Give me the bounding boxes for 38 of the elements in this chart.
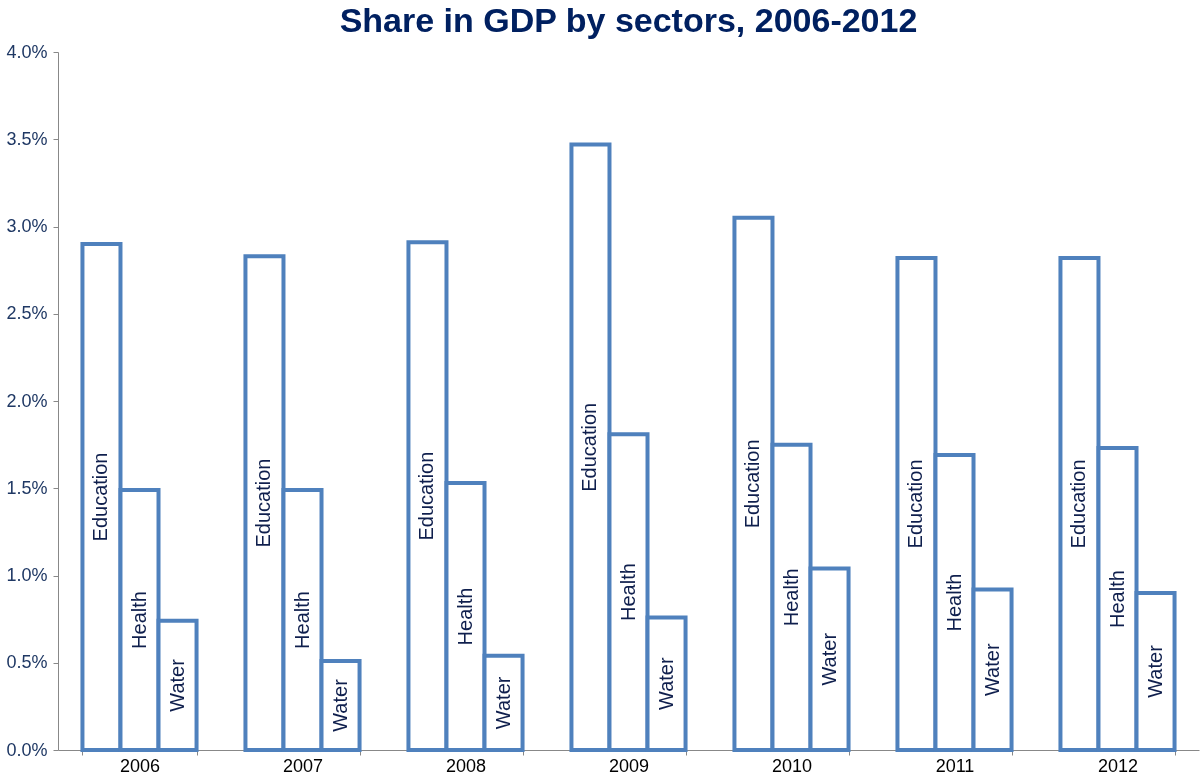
x-tick-label: 2010 [771,755,813,776]
y-tick-label: 2.5% [6,303,48,324]
text: Water [980,643,1003,697]
series-label: Water [165,658,188,712]
x-tick-label: 2008 [445,755,487,776]
text: Education [904,459,927,549]
text: Education [252,458,275,548]
x-tick-label: 2006 [119,755,161,776]
y-tick-label: 3.5% [6,128,48,149]
x-tick-label: 2012 [1097,755,1139,776]
series-label: Health [290,591,313,649]
y-tick-label: 0.0% [6,739,48,760]
text: Health [942,573,965,632]
x-tick-label: 2009 [608,755,650,776]
text: Education [415,451,438,541]
y-tick-label: 1.0% [6,565,48,585]
text: Health [127,591,150,649]
text: Water [328,679,351,732]
text: Health [616,563,639,621]
text: Education [1067,459,1090,549]
text: Education [741,439,764,529]
text: Water [491,676,514,730]
chart-title: Share in GDP by sectors, 2006-2012 [339,1,918,39]
y-tick-label: 2.0% [6,390,48,411]
x-tick-label: 2007 [282,755,324,776]
text: Health [779,568,802,627]
x-tick-label: 2011 [935,755,975,776]
text: Water [654,657,677,710]
y-tick-label: 0.5% [6,652,48,673]
text: Water [817,632,840,686]
text: Education [89,452,112,542]
y-tick-label: 3.0% [6,216,48,236]
text: Health [453,587,476,646]
text: Health [1105,570,1128,628]
text: Water [1143,645,1166,698]
y-tick-label: 4.0% [6,41,48,62]
y-tick-label: 1.5% [6,477,48,498]
series-label: Education [578,402,601,492]
